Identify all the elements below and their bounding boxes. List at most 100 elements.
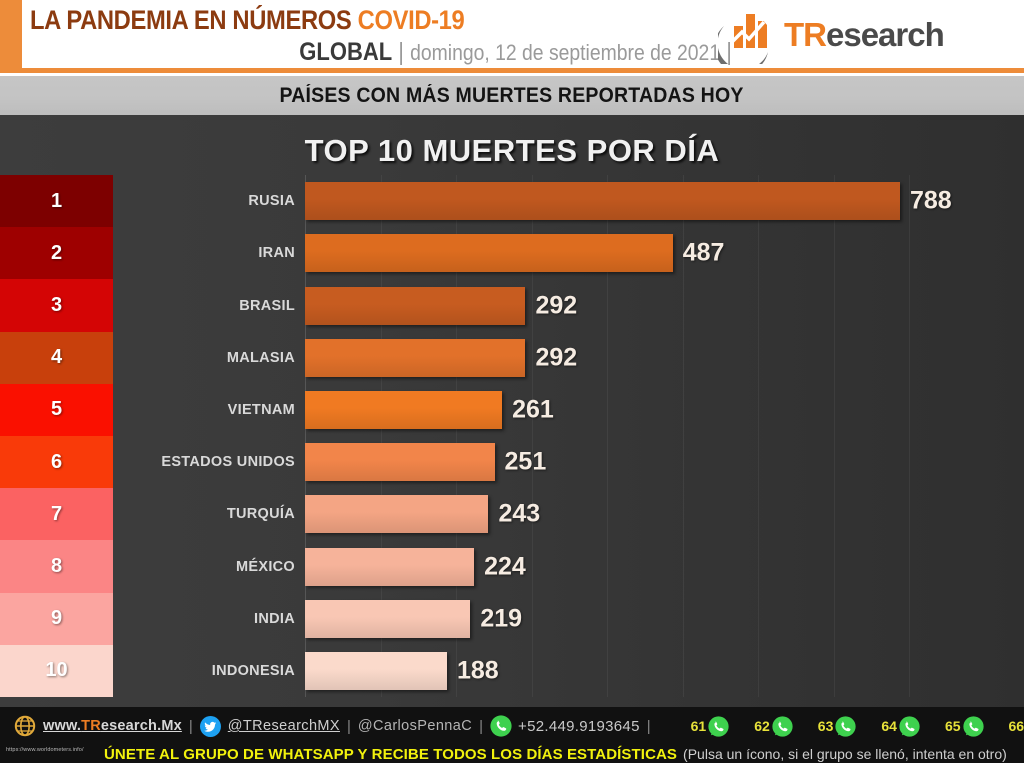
whatsapp-group-number: 65 bbox=[944, 718, 961, 734]
website-tr: TR bbox=[81, 718, 101, 734]
website-prefix: www. bbox=[43, 718, 82, 734]
bar-row: TURQUÍA 243 bbox=[113, 488, 1024, 540]
personal-handle: @CarlosPennaC bbox=[357, 718, 473, 734]
bar-row: BRASIL 292 bbox=[113, 279, 1024, 331]
bar-row: MALASIA 292 bbox=[113, 332, 1024, 384]
footer-separator-3: | bbox=[479, 717, 484, 735]
whatsapp-icon[interactable] bbox=[899, 715, 920, 737]
whatsapp-group-item[interactable]: 65 bbox=[944, 715, 984, 737]
bar bbox=[305, 599, 471, 638]
bar-row: RUSIA 788 bbox=[113, 175, 1024, 227]
rank-cell: 5 bbox=[0, 383, 113, 437]
gridline bbox=[758, 175, 760, 697]
whatsapp-group-number: 64 bbox=[881, 718, 897, 734]
rank-cell: 7 bbox=[0, 488, 113, 541]
header-accent-bar bbox=[0, 0, 22, 68]
gridline bbox=[531, 175, 533, 697]
whatsapp-icon[interactable] bbox=[708, 715, 729, 737]
footer-separator-4: | bbox=[646, 717, 651, 735]
rank-cell: 10 bbox=[0, 644, 113, 698]
gridlines bbox=[113, 175, 1024, 697]
whatsapp-group-list: 61 62 63 64 65 66 bbox=[680, 715, 1024, 737]
page-title: LA PANDEMIA EN NÚMEROS COVID-19 bbox=[30, 4, 646, 36]
bar-value-label: 292 bbox=[535, 291, 578, 319]
whatsapp-group-number: 62 bbox=[754, 718, 770, 734]
logo-mark-icon bbox=[714, 6, 780, 74]
bar-row: ESTADOS UNIDOS 251 bbox=[113, 436, 1024, 488]
header-title-block: LA PANDEMIA EN NÚMEROS COVID-19 GLOBAL |… bbox=[30, 4, 732, 68]
footer-contact-row: www.TResearch.Mx | @TResearchMX | @Carlo… bbox=[0, 711, 1024, 741]
subtitle-text: PAÍSES CON MÁS MUERTES REPORTADAS HOY bbox=[279, 83, 745, 107]
bar-value-label: 188 bbox=[456, 656, 499, 685]
category-label: INDIA bbox=[254, 610, 295, 627]
plot-area: RUSIA 788 IRAN 487 BRASIL 292 MALASIA 292 VIETNA… bbox=[113, 175, 1024, 697]
page-title-main: LA PANDEMIA EN NÚMEROS bbox=[30, 5, 358, 35]
whatsapp-icon[interactable] bbox=[772, 715, 793, 737]
rank-cell: 6 bbox=[0, 436, 113, 489]
tresearch-logo: TResearch bbox=[714, 4, 1018, 74]
bar-value-label: 788 bbox=[910, 186, 952, 215]
bar-row: MÉXICO 224 bbox=[113, 540, 1024, 592]
bar bbox=[305, 390, 503, 429]
whatsapp-group-item[interactable]: 64 bbox=[881, 715, 920, 737]
whatsapp-group-item[interactable]: 62 bbox=[754, 715, 793, 737]
gridline bbox=[833, 175, 835, 697]
bar bbox=[305, 286, 526, 325]
logo-wordmark: TResearch bbox=[784, 16, 945, 54]
footer-separator-2: | bbox=[346, 717, 351, 735]
whatsapp-group-item[interactable]: 63 bbox=[817, 715, 857, 737]
whatsapp-group-number: 63 bbox=[817, 718, 834, 734]
bottom-strip bbox=[0, 763, 1024, 768]
category-label: RUSIA bbox=[248, 193, 295, 210]
scope-separator: | bbox=[392, 38, 411, 66]
footer-cta-row: ÚNETE AL GRUPO DE WHATSAPP Y RECIBE TODO… bbox=[0, 741, 1024, 767]
bar-value-label: 224 bbox=[484, 552, 526, 581]
category-label: VIETNAM bbox=[227, 401, 295, 418]
cta-headline: ÚNETE AL GRUPO DE WHATSAPP Y RECIBE TODO… bbox=[104, 745, 678, 763]
rank-cell: 8 bbox=[0, 540, 113, 593]
whatsapp-icon[interactable] bbox=[490, 715, 512, 737]
twitter-handle-link[interactable]: @TResearchMX bbox=[227, 718, 340, 734]
bar-value-label: 251 bbox=[504, 447, 547, 476]
cta-subtext: (Pulsa un ícono, si el grupo se llenó, i… bbox=[683, 746, 1007, 762]
bar bbox=[305, 495, 489, 534]
bar-row: VIETNAM 261 bbox=[113, 384, 1024, 436]
bar-value-label: 487 bbox=[682, 238, 725, 267]
header: LA PANDEMIA EN NÚMEROS COVID-19 GLOBAL |… bbox=[0, 0, 1024, 76]
bar-row: INDIA 219 bbox=[113, 593, 1024, 645]
gridline bbox=[909, 175, 911, 697]
category-label: BRASIL bbox=[239, 297, 295, 314]
twitter-icon[interactable] bbox=[199, 715, 221, 737]
gridline bbox=[456, 175, 457, 697]
category-label: INDONESIA bbox=[211, 662, 295, 679]
whatsapp-group-number: 66 bbox=[1008, 718, 1024, 734]
category-label: ESTADOS UNIDOS bbox=[161, 454, 295, 471]
scope-label: GLOBAL bbox=[299, 38, 393, 66]
gridline bbox=[380, 175, 382, 697]
rank-cell: 1 bbox=[0, 175, 113, 228]
rank-cell: 9 bbox=[0, 592, 113, 645]
website-link[interactable]: www.TResearch.Mx bbox=[43, 718, 182, 734]
bar-rows: RUSIA 788 IRAN 487 BRASIL 292 MALASIA 292 VIETNA… bbox=[113, 175, 1024, 697]
logo-wordmark-tr: TR bbox=[784, 16, 827, 53]
whatsapp-icon[interactable] bbox=[835, 715, 856, 737]
bar-row: IRAN 487 bbox=[113, 227, 1024, 279]
date-separator: | bbox=[720, 38, 732, 66]
value-axis bbox=[305, 175, 306, 697]
whatsapp-icon[interactable] bbox=[962, 715, 984, 737]
phone-number: +52.449.9193645 bbox=[518, 717, 640, 735]
category-label: TURQUÍA bbox=[226, 506, 295, 523]
bar bbox=[305, 443, 495, 482]
bar bbox=[305, 547, 475, 586]
page-subtitle-line: GLOBAL | domingo, 12 de septiembre de 20… bbox=[30, 37, 732, 68]
website-suffix: esearch.Mx bbox=[100, 718, 182, 734]
page-title-covid: COVID-19 bbox=[357, 5, 465, 35]
bar-row: INDONESIA 188 bbox=[113, 645, 1024, 697]
whatsapp-group-item[interactable]: 61 bbox=[691, 715, 730, 737]
bar bbox=[305, 651, 447, 690]
logo-wordmark-rest: esearch bbox=[826, 16, 945, 53]
whatsapp-group-item[interactable]: 66 bbox=[1009, 716, 1024, 737]
source-url: https://www.worldometers.info/ bbox=[6, 747, 84, 753]
rank-cell: 4 bbox=[0, 331, 113, 384]
